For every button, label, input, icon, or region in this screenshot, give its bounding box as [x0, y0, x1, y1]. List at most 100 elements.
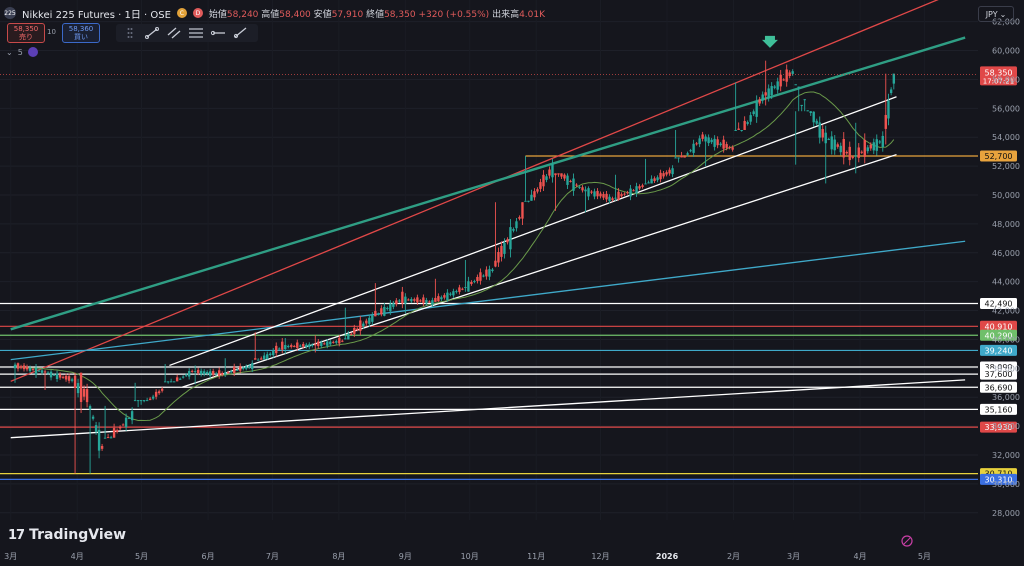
candle-body [557, 173, 560, 175]
chevron-down-icon[interactable]: ⌄ [6, 47, 13, 57]
ray-tool-icon[interactable] [232, 26, 248, 40]
candle-body [881, 135, 884, 148]
candle-body [575, 184, 578, 186]
candle-body [127, 417, 131, 419]
level-label: 38,090 [985, 363, 1013, 372]
candle-body [208, 371, 212, 376]
candle-body [608, 196, 611, 201]
time-axis[interactable]: 3月 4月 5月 6月 7月 8月 9月 10月 11月 12月 2026 2月 3月 4月 5月 [4, 552, 931, 561]
x-tick-label: 9月 [399, 552, 412, 561]
candle-body [839, 145, 842, 153]
indicator-icon[interactable] [27, 47, 38, 57]
currency-selector[interactable]: JPY ⌄ [978, 6, 1014, 22]
buy-button[interactable]: 58,360 買い [62, 23, 100, 43]
candle-body [329, 341, 332, 345]
candle-body [860, 151, 863, 153]
candle-body [452, 291, 455, 296]
candle-body [542, 174, 545, 187]
candle-body [770, 86, 773, 96]
candle-body [554, 173, 557, 176]
candle-body [497, 251, 500, 263]
drag-handle-icon[interactable] [122, 26, 138, 40]
candle-body [818, 122, 821, 138]
candle-body [220, 373, 224, 375]
candle-body [752, 111, 755, 115]
symbol-title[interactable]: Nikkei 225 Futures · 1日 · OSE [22, 9, 171, 21]
level-label: 42,490 [985, 299, 1013, 308]
candle-body [719, 143, 722, 146]
drawing-toolbar [116, 24, 258, 42]
candle-body [866, 147, 869, 152]
candle-body [530, 194, 533, 201]
candle-body [695, 143, 698, 145]
x-tick-label: 3月 [4, 552, 17, 561]
candle-body [320, 342, 323, 347]
candle-body [764, 92, 767, 96]
candle-body [680, 155, 683, 158]
channel-tool-icon[interactable] [166, 26, 182, 40]
candle-body [79, 372, 83, 403]
y-tick-label: 36,000 [992, 393, 1020, 402]
candle-body [404, 296, 407, 304]
candle-body [515, 221, 518, 229]
candle-body [76, 383, 80, 394]
level-label: 36,690 [985, 383, 1013, 392]
fib-tool-icon[interactable] [188, 26, 204, 40]
candle-body [803, 99, 806, 101]
candle-body [491, 269, 494, 272]
candle-body [845, 151, 848, 154]
candle-body [776, 81, 779, 90]
candle-body [19, 366, 23, 368]
candle-body [674, 157, 677, 159]
candle-body [94, 425, 98, 432]
trendline-tool-icon[interactable] [144, 26, 160, 40]
horizontal-ray-icon[interactable] [210, 26, 226, 40]
indicator-row[interactable]: ⌄ 5 [6, 47, 38, 57]
candle-body [302, 343, 305, 347]
candle-body [88, 406, 92, 410]
candle-body [572, 178, 575, 191]
candle-body [172, 381, 176, 383]
candle-body [815, 120, 818, 124]
candle-body [605, 193, 608, 200]
candle-body [398, 300, 401, 302]
candle-body [638, 186, 641, 189]
candle-body [142, 400, 146, 402]
symbol-logo-icon: 225 [4, 7, 16, 19]
candle-body [163, 381, 167, 383]
candle-body [812, 111, 815, 123]
price-axis[interactable]: 28,000 30,000 32,000 34,000 36,000 38,000 40,0… [992, 18, 1020, 518]
candle-body [632, 190, 635, 192]
candle-body [500, 245, 503, 257]
quantity-value[interactable]: 10 [47, 28, 56, 36]
candle-body [169, 381, 173, 383]
candle-body [758, 99, 761, 104]
level-tag [980, 150, 1017, 162]
candle-body [130, 411, 134, 421]
candle-body [533, 191, 536, 198]
candle-body [494, 260, 497, 267]
candle-body [31, 369, 35, 371]
sell-button[interactable]: 58,350 売り [7, 23, 45, 43]
candle-body [767, 88, 770, 98]
x-tick-label: 6月 [201, 552, 214, 561]
level-label: 35,160 [985, 405, 1013, 414]
candle-body [662, 173, 665, 177]
candle-body [287, 346, 290, 348]
candle-body [266, 354, 269, 360]
candle-body [887, 100, 890, 119]
candle-body [722, 139, 725, 149]
change-value: +320 (+0.55%) [418, 9, 490, 20]
candle-body [356, 328, 359, 330]
candle-body [641, 185, 644, 187]
candle-body [16, 363, 20, 369]
candle-body [854, 155, 857, 157]
trendlines[interactable] [10, 0, 966, 439]
candle-body [82, 388, 86, 397]
candle-body [338, 337, 341, 344]
candle-body [272, 350, 275, 356]
candle-body [43, 371, 47, 373]
